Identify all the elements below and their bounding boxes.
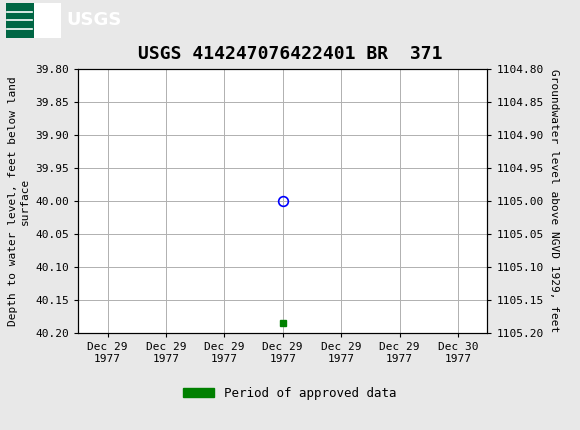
Text: USGS: USGS (67, 12, 122, 29)
Legend: Period of approved data: Period of approved data (183, 387, 397, 400)
Text: USGS 414247076422401 BR  371: USGS 414247076422401 BR 371 (138, 45, 442, 63)
Y-axis label: Depth to water level, feet below land
surface: Depth to water level, feet below land su… (8, 76, 30, 326)
FancyBboxPatch shape (6, 3, 34, 37)
FancyBboxPatch shape (6, 3, 61, 37)
Y-axis label: Groundwater level above NGVD 1929, feet: Groundwater level above NGVD 1929, feet (549, 69, 559, 333)
